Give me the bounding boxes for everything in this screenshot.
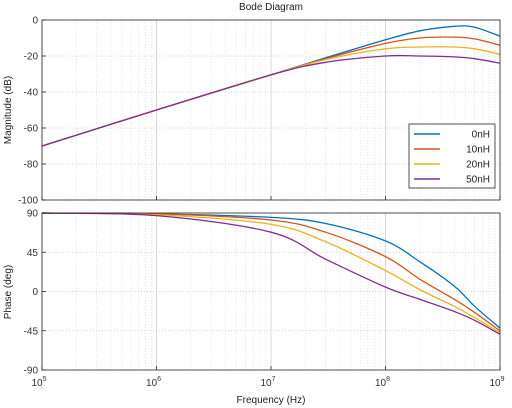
y-tick-label: -80 xyxy=(24,160,39,171)
y-tick-label: 0 xyxy=(32,16,38,27)
y-tick-label: -45 xyxy=(24,326,39,337)
magnitude-series-50nH xyxy=(41,54,501,147)
phase-y-ticks: 90 45 0 -45 -90 xyxy=(24,209,46,377)
y-tick-label: -90 xyxy=(24,366,39,377)
legend-label-20nH: 20nH xyxy=(466,160,490,171)
phase-series-20nH xyxy=(41,212,501,334)
legend-label-50nH: 50nH xyxy=(466,175,490,186)
y-tick-label: -100 xyxy=(18,196,38,207)
legend-label-0nH: 0nH xyxy=(472,130,490,141)
phase-series-10nH xyxy=(41,212,501,332)
phase-series-50nH xyxy=(41,212,501,335)
magnitude-y-axis-label: Magnitude (dB) xyxy=(3,76,14,144)
x-axis-label: Frequency (Hz) xyxy=(237,395,306,406)
phase-y-axis-label: Phase (deg) xyxy=(3,265,14,319)
x-ticks: 105 106 107 108 109 xyxy=(31,196,505,389)
x-tick-label: 108 xyxy=(375,376,390,389)
chart-title: Bode Diagram xyxy=(239,2,303,13)
y-tick-label: 0 xyxy=(32,287,38,298)
y-tick-label: -20 xyxy=(24,52,39,63)
x-tick-label: 106 xyxy=(146,376,161,389)
magnitude-panel: 0 -20 -40 -60 -80 -100 Magnitude (dB) 0nH 10nH… xyxy=(3,16,501,207)
magnitude-series xyxy=(41,25,501,147)
y-tick-label: -60 xyxy=(24,124,39,135)
legend: 0nH 10nH 20nH 50nH xyxy=(408,123,496,189)
x-tick-label: 107 xyxy=(260,376,275,389)
y-tick-label: 45 xyxy=(27,248,39,259)
y-tick-label: -40 xyxy=(24,88,39,99)
phase-panel: 90 45 0 -45 -90 Phase (deg) xyxy=(3,209,501,377)
phase-series xyxy=(41,212,501,335)
legend-label-10nH: 10nH xyxy=(466,145,490,156)
x-tick-label: 109 xyxy=(489,376,504,389)
x-tick-label: 105 xyxy=(31,376,46,389)
y-tick-label: 90 xyxy=(27,209,39,220)
magnitude-y-ticks: 0 -20 -40 -60 -80 -100 xyxy=(18,16,46,207)
